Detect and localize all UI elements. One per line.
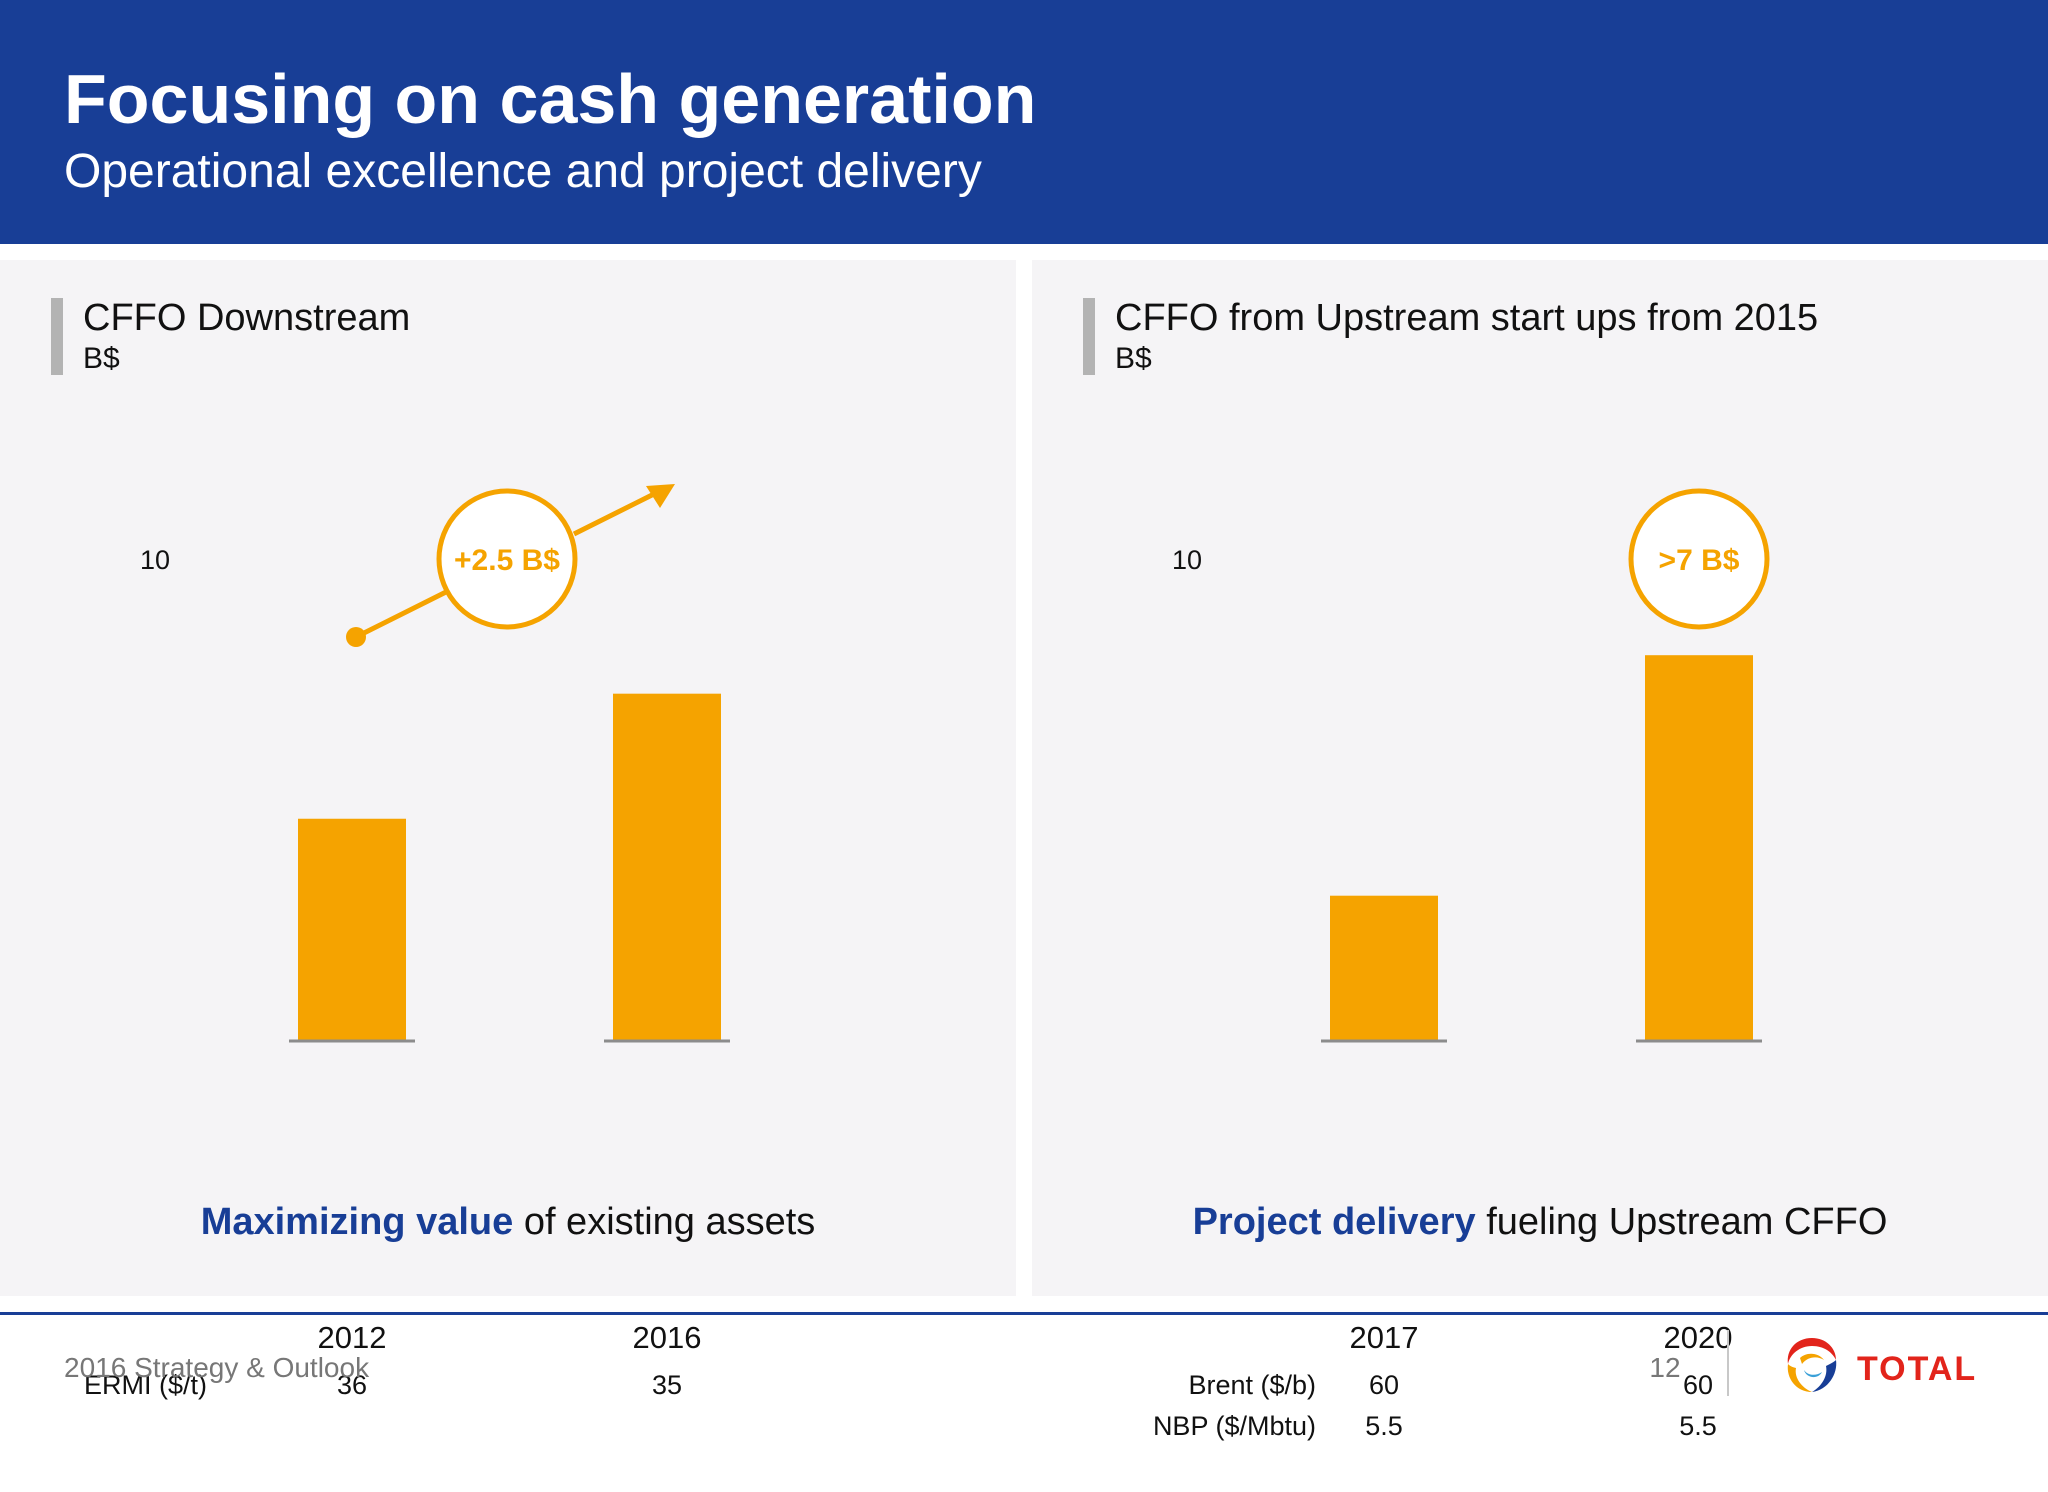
- chart-title: CFFO Downstream: [83, 297, 411, 339]
- chart-cffo-downstream: 10 +2.5 B$: [140, 484, 730, 1043]
- x-tick-label: 2016: [632, 1320, 702, 1355]
- annotation-arrow-line-upper: [572, 491, 656, 537]
- footer-label: 2016 Strategy & Outlook: [64, 1352, 370, 1383]
- chart-unit-label: B$: [1115, 342, 1152, 375]
- annotation-arrowhead: [646, 484, 675, 508]
- y-tick-label: 10: [1172, 545, 1202, 575]
- panel-cffo-upstream: CFFO from Upstream start ups from 2015 B…: [1032, 260, 2048, 1441]
- footer-divider: [1727, 1330, 1729, 1396]
- table-cell: 36: [336, 1370, 368, 1400]
- caption-text: fueling Upstream CFFO: [1486, 1201, 1888, 1243]
- table-cell: 5.5: [1365, 1411, 1403, 1441]
- annotation-label: +2.5 B$: [454, 544, 560, 577]
- footer-rule: [0, 1312, 2048, 1315]
- panel-accent-bar: [1083, 298, 1095, 375]
- page-number: 12: [1649, 1352, 1681, 1383]
- bar-2020: [1645, 655, 1753, 1040]
- bar-2017: [1330, 895, 1438, 1040]
- panel-caption: Project delivery fueling Upstream CFFO: [1032, 1200, 2048, 1244]
- bar-2016: [613, 693, 721, 1040]
- page-title: Focusing on cash generation: [64, 60, 1037, 138]
- annotation-label: >7 B$: [1659, 544, 1740, 577]
- x-tick-label: 2017: [1349, 1320, 1419, 1355]
- table-cell: 35: [651, 1370, 683, 1400]
- table-cell: 5.5: [1679, 1411, 1717, 1441]
- annotation-bubble: [436, 488, 578, 630]
- caption-text: of existing assets: [523, 1201, 816, 1243]
- annotation-arrow-line-lower: [354, 589, 448, 640]
- table-row-label-brent: Brent ($/b): [1188, 1370, 1316, 1400]
- panel-caption: Maximizing value of existing assets: [0, 1200, 1016, 1244]
- header-banner: Focusing on cash generation Operational …: [0, 0, 2048, 244]
- total-logo-wordmark: TOTAL: [1857, 1350, 1978, 1388]
- bar-2012: [298, 818, 406, 1040]
- caption-emphasis: Maximizing value: [200, 1201, 514, 1243]
- annotation-bubble: [1628, 488, 1770, 630]
- x-tick-label: 2012: [317, 1320, 387, 1355]
- chart-unit-label: B$: [83, 342, 120, 375]
- panel-accent-bar: [51, 298, 63, 375]
- y-tick-label: 10: [140, 545, 170, 575]
- annotation-start-dot: [346, 627, 366, 647]
- caption-emphasis: Project delivery: [1192, 1201, 1476, 1243]
- chart-title: CFFO from Upstream start ups from 2015: [1115, 297, 1819, 339]
- panel-cffo-downstream: CFFO Downstream B$ 10 +2.5 B$ 2012 2016 …: [0, 260, 1016, 1400]
- table-cell: 60: [1368, 1370, 1400, 1400]
- table-row-label-ermi: ERMI ($/t): [84, 1370, 208, 1400]
- table-cell: 60: [1682, 1370, 1714, 1400]
- x-tick-label: 2020: [1663, 1320, 1733, 1355]
- total-logo-icon: [1787, 1338, 1837, 1392]
- chart-cffo-upstream: 10 >7 B$: [1172, 488, 1770, 1043]
- page-subtitle: Operational excellence and project deliv…: [64, 145, 982, 198]
- table-row-label-nbp: NBP ($/Mbtu): [1152, 1411, 1316, 1441]
